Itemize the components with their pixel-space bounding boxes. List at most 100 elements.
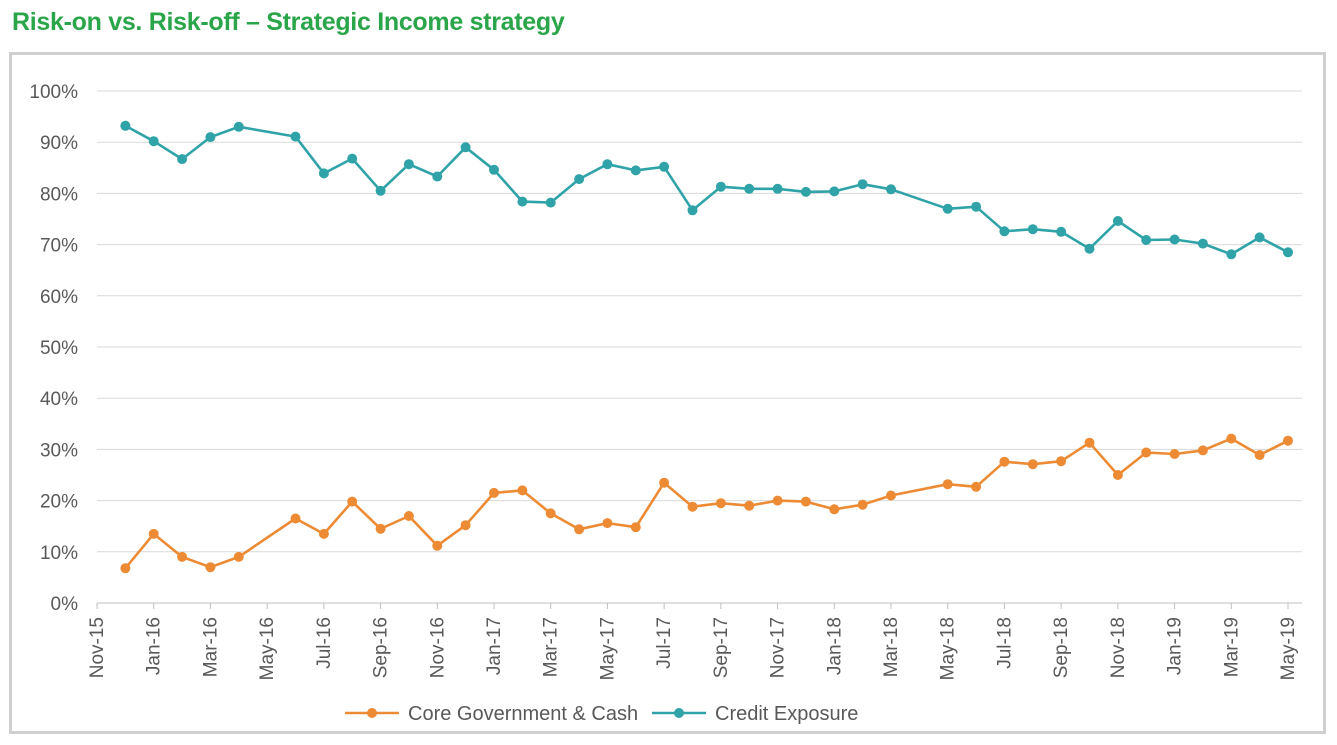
legend-label: Credit Exposure	[715, 703, 858, 725]
x-tick-label: Mar-16	[200, 617, 221, 677]
data-point	[630, 165, 641, 176]
x-tick-label: Sep-16	[371, 617, 392, 678]
data-point	[744, 183, 755, 194]
data-point	[971, 481, 982, 492]
data-point	[403, 159, 414, 170]
x-tick-label: Jul-16	[314, 617, 335, 669]
data-point	[886, 490, 896, 501]
data-point	[177, 154, 188, 165]
data-point	[659, 161, 670, 172]
data-point	[460, 520, 471, 531]
data-point	[290, 131, 301, 142]
x-tick-label: Nov-18	[1108, 617, 1129, 678]
data-point	[829, 504, 840, 515]
data-point	[347, 496, 358, 507]
legend-marker	[367, 708, 377, 718]
x-tick-label: Jul-18	[994, 617, 1015, 669]
y-tick-label: 100%	[29, 82, 78, 103]
data-point	[177, 551, 188, 562]
y-tick-label: 20%	[40, 492, 78, 513]
data-point	[1112, 216, 1123, 226]
data-point	[205, 562, 216, 573]
data-point	[602, 518, 613, 529]
data-point	[857, 179, 868, 190]
legend-item: Credit Exposure	[652, 703, 858, 725]
legend-item: Core Government & Cash	[345, 703, 638, 725]
data-point	[1283, 247, 1293, 258]
data-point	[1283, 435, 1293, 446]
y-tick-label: 40%	[40, 389, 78, 410]
data-point	[233, 551, 244, 562]
data-point	[233, 121, 244, 132]
data-point	[800, 496, 811, 507]
data-point	[489, 164, 499, 175]
series-layer	[120, 120, 1293, 574]
data-point	[1141, 235, 1152, 245]
x-tick-label: Nov-15	[87, 617, 108, 678]
data-point	[602, 159, 613, 170]
x-tick-label: Mar-19	[1221, 617, 1242, 677]
data-point	[687, 205, 698, 216]
data-point	[1084, 437, 1095, 448]
data-point	[432, 171, 443, 182]
y-tick-label: 0%	[51, 594, 79, 615]
x-tick-label: Jan-17	[484, 617, 505, 675]
data-point	[1141, 447, 1152, 458]
series-1	[120, 120, 1293, 260]
data-point	[318, 168, 329, 179]
x-tick-label: Nov-17	[768, 617, 789, 678]
data-point	[545, 508, 556, 519]
data-point	[517, 196, 528, 207]
y-tick-label: 90%	[40, 133, 78, 154]
data-point	[829, 186, 840, 197]
data-point	[403, 511, 414, 521]
y-tick-label: 10%	[40, 543, 78, 564]
x-tick-label: Mar-17	[541, 617, 562, 677]
x-tick-label: Sep-18	[1051, 617, 1072, 678]
data-point	[1027, 224, 1038, 235]
data-point	[574, 174, 585, 185]
x-tick-label: Jan-19	[1165, 617, 1186, 675]
data-point	[1197, 238, 1208, 249]
data-point	[148, 136, 159, 147]
x-axis-ticks: Nov-15 Jan-16 Mar-16 May-16 Jul-16 Sep-16 Nov-…	[87, 603, 1299, 680]
series-line	[124, 437, 1289, 570]
data-point	[1027, 459, 1038, 470]
data-point	[687, 501, 698, 512]
data-point	[886, 184, 896, 195]
x-tick-label: May-17	[597, 617, 618, 680]
data-point	[772, 183, 783, 194]
data-point	[1169, 234, 1180, 245]
data-point	[1226, 433, 1237, 444]
data-point	[1056, 456, 1067, 467]
x-tick-label: Jul-17	[654, 617, 675, 669]
data-point	[999, 226, 1010, 237]
data-point	[715, 181, 726, 192]
y-tick-label: 60%	[40, 287, 78, 308]
data-point	[1226, 249, 1237, 260]
x-tick-label: Nov-16	[427, 617, 448, 678]
legend: Core Government & Cash Credit Exposure	[345, 703, 858, 725]
series-line	[124, 124, 1289, 256]
data-point	[574, 524, 585, 535]
data-point	[318, 528, 329, 539]
y-tick-label: 30%	[40, 440, 78, 461]
data-point	[999, 456, 1010, 467]
legend-label: Core Government & Cash	[408, 703, 638, 725]
data-point	[659, 477, 670, 488]
x-tick-label: Jan-18	[824, 617, 845, 675]
data-point	[148, 528, 159, 539]
chart-title: Risk-on vs. Risk-off – Strategic Income …	[12, 8, 565, 36]
data-point	[205, 132, 216, 143]
y-tick-label: 80%	[40, 184, 78, 205]
data-point	[1197, 445, 1208, 456]
x-tick-label: May-16	[257, 617, 278, 680]
x-tick-label: May-19	[1278, 617, 1299, 680]
data-point	[517, 485, 528, 496]
data-point	[347, 153, 358, 164]
series-0	[120, 433, 1293, 574]
data-point	[630, 522, 641, 533]
data-point	[290, 513, 301, 524]
data-point	[375, 523, 386, 534]
